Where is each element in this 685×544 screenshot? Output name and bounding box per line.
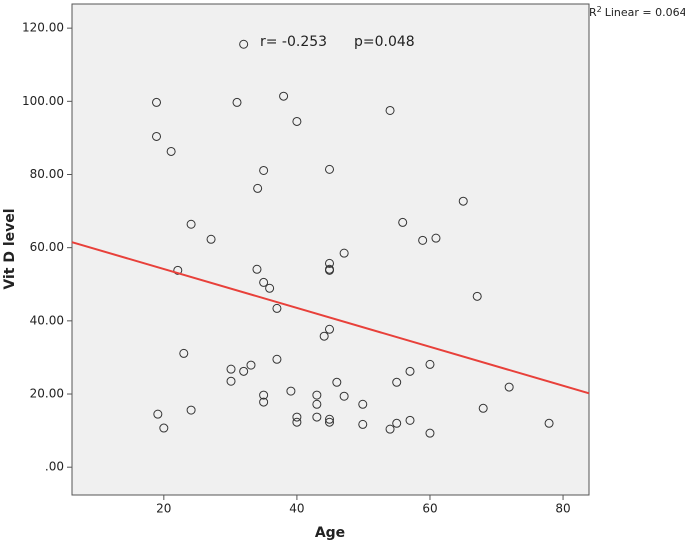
r2-label: R2 Linear = 0.064 [589,5,685,20]
data-point [339,391,349,401]
data-point [152,131,162,141]
data-point [166,146,176,156]
data-point [472,291,482,301]
data-point [239,366,249,376]
data-point [425,359,435,369]
y-tick-label: 60.00 [30,240,64,254]
data-point [312,412,322,422]
data-point [325,265,335,275]
data-point [339,248,349,258]
data-point [206,234,216,244]
r2-base: R [589,6,597,19]
data-point [265,283,275,293]
y-tick-label: 100.00 [22,94,64,108]
data-point [431,233,441,243]
data-point [325,414,335,424]
plot-area [71,3,590,496]
data-point [398,217,408,227]
annotation-p: p=0.048 [354,34,415,50]
data-point [385,105,395,115]
data-point [153,409,163,419]
annotation-r: r= -0.253 [260,34,327,50]
data-point [392,377,402,387]
data-point [312,399,322,409]
data-point [425,428,435,438]
data-point [259,165,269,175]
data-point [325,258,335,268]
y-tick-label: 120.00 [22,21,64,35]
data-point [246,360,256,370]
y-axis-title: Vit D level [2,208,18,289]
data-point [232,97,242,107]
r2-rest: Linear = 0.064 [605,6,685,19]
data-point [504,382,514,392]
x-axis-title: Age [315,525,345,541]
data-point [325,417,335,427]
data-point [319,331,329,341]
data-point [173,265,183,275]
data-point [418,235,428,245]
data-point [279,91,289,101]
data-point [312,390,322,400]
data-point [325,164,335,174]
data-point [253,183,263,193]
y-tick-label: .00 [45,460,64,474]
data-point [458,196,468,206]
data-point [405,366,415,376]
data-point [239,39,249,49]
data-point [332,377,342,387]
data-point [478,403,488,413]
y-tick-label: 80.00 [30,167,64,181]
data-point [358,419,368,429]
data-point [286,386,296,396]
x-tick-label: 80 [555,502,570,516]
data-point [292,116,302,126]
r2-sup: 2 [597,5,602,14]
data-point [152,97,162,107]
data-point [226,376,236,386]
data-point [259,390,269,400]
data-point [226,364,236,374]
data-point [405,415,415,425]
data-point [544,418,554,428]
data-point [259,397,269,407]
y-tick-label: 20.00 [30,387,64,401]
data-point [292,412,302,422]
data-point [186,405,196,415]
data-point [392,418,402,428]
x-tick-label: 20 [156,502,171,516]
data-point [385,424,395,434]
data-point [358,399,368,409]
data-point [252,264,262,274]
fit-line [71,241,590,395]
data-point [259,277,269,287]
data-point [325,324,335,334]
x-tick-label: 40 [289,502,304,516]
y-tick-label: 40.00 [30,313,64,327]
x-tick-label: 60 [422,502,437,516]
data-point [272,303,282,313]
data-point [186,219,196,229]
data-point [159,423,169,433]
data-point [272,354,282,364]
data-point [179,348,189,358]
data-point [292,417,302,427]
